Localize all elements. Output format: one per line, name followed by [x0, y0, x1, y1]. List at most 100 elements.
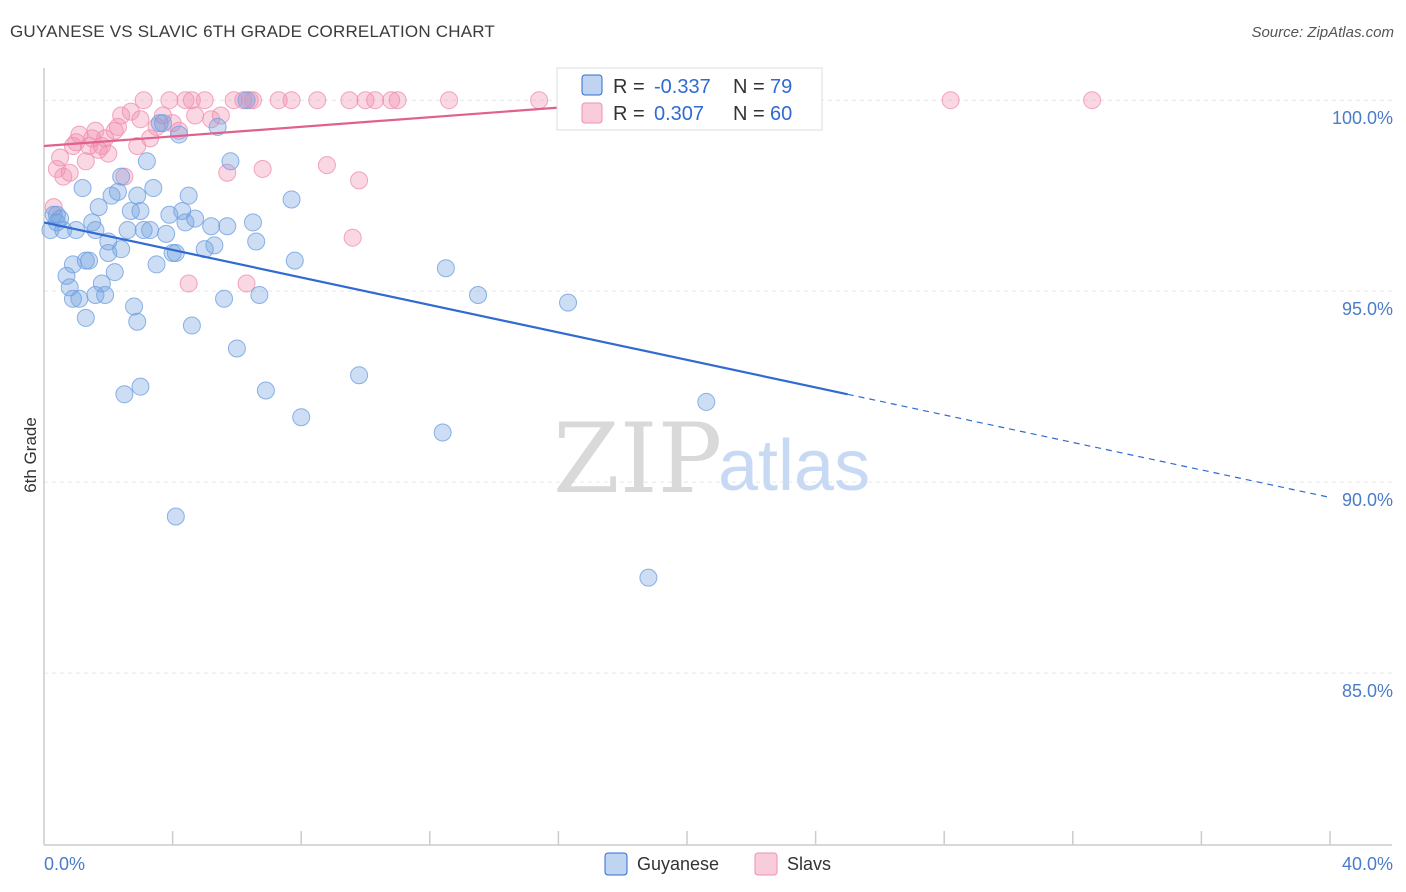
guyanese-point-54: [227, 339, 246, 358]
guyanese-trend-line: [43, 221, 848, 396]
guyanese-point-31: [131, 201, 150, 220]
legend-r-value-slavs: 0.307: [654, 103, 704, 125]
slavs-point-11: [86, 121, 105, 140]
guyanese-point-65: [436, 259, 455, 278]
trend-lines: [43, 102, 1331, 499]
axes: [43, 68, 1392, 846]
guyanese-point-52: [218, 217, 237, 236]
guyanese-point-45: [179, 186, 198, 205]
guyanese-point-58: [250, 285, 269, 304]
guyanese-point-75: [205, 236, 224, 255]
x-tick-labels: 0.0% 40.0%: [44, 854, 1393, 874]
guyanese-point-53: [221, 152, 240, 171]
guyanese-point-60: [282, 190, 301, 209]
guyanese-point-22: [108, 182, 127, 201]
slavs-point-55: [941, 91, 960, 110]
guyanese-point-36: [147, 255, 166, 274]
guyanese-point-6: [60, 278, 79, 297]
legend-swatch-guyanese: [581, 74, 603, 96]
slavs-point-27: [160, 91, 179, 110]
guyanese-point-64: [433, 423, 452, 442]
guyanese-point-57: [247, 232, 266, 251]
slavs-point-39: [237, 274, 256, 293]
guyanese-point-76: [153, 114, 172, 133]
watermark-atlas: atlas: [718, 426, 870, 506]
legend-n-label-guyanese: N =: [733, 76, 765, 98]
guyanese-point-23: [112, 240, 131, 259]
series-legend-swatch-guyanese: [604, 852, 628, 876]
slavs-point-48: [350, 171, 369, 190]
legend-n-value-guyanese: 79: [770, 76, 792, 98]
guyanese-point-35: [144, 179, 163, 198]
x-tick-label-1: 40.0%: [1342, 854, 1393, 874]
guyanese-point-24: [112, 167, 131, 186]
guyanese-point-56: [243, 213, 262, 232]
watermark-zip: ZIP: [553, 403, 722, 515]
legend-swatch-slavs: [581, 102, 603, 124]
slavs-point-34: [202, 110, 221, 129]
slavs-point-52: [440, 91, 459, 110]
slavs-point-41: [253, 159, 272, 178]
slavs-point-56: [1083, 91, 1102, 110]
y-tick-label-1: 95.0%: [1342, 299, 1393, 319]
legend-n-value-slavs: 60: [770, 103, 792, 125]
guyanese-trend-extension: [847, 393, 1331, 499]
guyanese-point-21: [105, 263, 124, 282]
guyanese-point-46: [182, 316, 201, 335]
data-points: [41, 91, 1102, 587]
slavs-point-53: [530, 91, 549, 110]
slavs-point-36: [218, 163, 237, 182]
slavs-point-22: [131, 110, 150, 129]
slavs-point-8: [76, 152, 95, 171]
y-tick-labels: 100.0% 95.0% 90.0% 85.0%: [1332, 108, 1393, 701]
slavs-point-23: [134, 91, 153, 110]
stats-legend: R = -0.337 N = 79 R = 0.307 N = 60: [556, 67, 823, 131]
guyanese-point-47: [186, 209, 205, 228]
guyanese-point-5: [57, 266, 76, 285]
slavs-point-50: [366, 91, 385, 110]
slavs-point-30: [176, 91, 195, 110]
guyanese-point-34: [141, 221, 160, 240]
guyanese-point-44: [176, 213, 195, 232]
guyanese-point-55: [237, 91, 256, 110]
slavs-point-18: [112, 106, 131, 125]
slavs-point-45: [317, 156, 336, 175]
source-label: Source: ZipAtlas.com: [1251, 24, 1394, 41]
guyanese-point-69: [697, 392, 716, 411]
slavs-point-59: [382, 91, 401, 110]
guyanese-point-49: [202, 217, 221, 236]
guyanese-point-38: [157, 224, 176, 243]
slavs-point-20: [121, 102, 140, 121]
guyanese-point-15: [89, 198, 108, 217]
guyanese-point-28: [125, 297, 144, 316]
guyanese-point-27: [121, 201, 140, 220]
guyanese-point-17: [96, 285, 115, 304]
guyanese-point-26: [118, 221, 137, 240]
slavs-point-58: [182, 91, 201, 110]
guyanese-point-10: [73, 179, 92, 198]
slavs-trend-line: [43, 102, 607, 148]
x-tick-label-0: 0.0%: [44, 854, 85, 874]
guyanese-point-11: [76, 308, 95, 327]
slavs-point-42: [269, 91, 288, 110]
slavs-point-43: [282, 91, 301, 110]
guyanese-point-61: [285, 251, 304, 270]
guyanese-point-78: [47, 205, 66, 224]
slavs-point-37: [224, 91, 243, 110]
legend-n-label-slavs: N =: [733, 103, 765, 125]
slavs-point-15: [99, 144, 118, 163]
slavs-point-44: [308, 91, 327, 110]
series-legend-label-guyanese: Guyanese: [637, 854, 719, 874]
slavs-point-2: [51, 148, 70, 167]
slavs-point-49: [356, 91, 375, 110]
guyanese-point-73: [86, 221, 105, 240]
guyanese-point-50: [208, 117, 227, 136]
slavs-point-51: [388, 91, 407, 110]
slavs-point-46: [340, 91, 359, 110]
guyanese-point-77: [76, 251, 95, 270]
guyanese-point-68: [639, 568, 658, 587]
guyanese-point-25: [115, 385, 134, 404]
legend-r-label-slavs: R =: [613, 103, 645, 125]
guyanese-point-32: [134, 221, 153, 240]
